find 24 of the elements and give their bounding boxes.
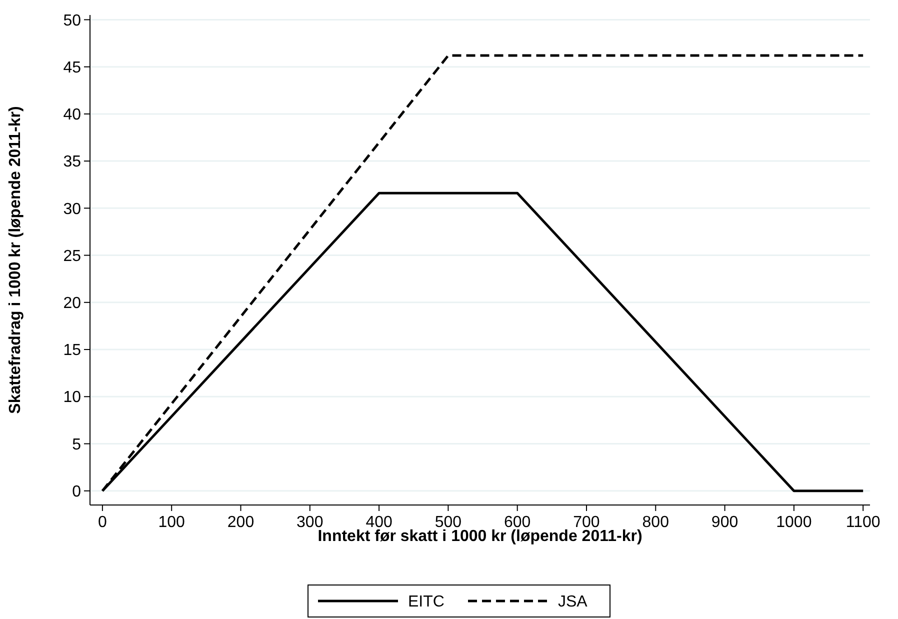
y-tick-label: 20 [63, 295, 82, 312]
y-tick-label: 30 [63, 200, 82, 218]
y-tick-label: 35 [63, 154, 82, 171]
y-tick-label: 40 [63, 106, 82, 124]
y-axis-title: Skattefradrag i 1000 kr (løpende 2011-kr) [7, 106, 24, 414]
y-tick-label: 45 [63, 59, 82, 76]
x-tick-label: 1000 [776, 514, 812, 531]
x-axis-title: Inntekt før skatt i 1000 kr (løpende 2011-kr) [318, 528, 642, 545]
x-tick-label: 1100 [846, 514, 880, 531]
y-tick-label: 0 [72, 483, 82, 500]
legend-label: JSA [558, 594, 588, 611]
x-tick-label: 200 [227, 514, 254, 531]
x-tick-label: 900 [711, 514, 738, 531]
y-tick-label: 5 [72, 436, 82, 454]
y-tick-label: 10 [63, 389, 82, 406]
x-tick-label: 100 [158, 514, 186, 531]
y-tick-label: 50 [63, 12, 82, 30]
x-tick-label: 700 [573, 514, 600, 531]
x-tick-label: 0 [98, 514, 107, 531]
y-tick-label: 15 [63, 342, 82, 360]
y-tick-label: 25 [63, 248, 82, 265]
legend-label: EITC [408, 594, 444, 611]
x-tick-label: 300 [296, 514, 324, 531]
x-tick-label: 800 [642, 514, 670, 531]
